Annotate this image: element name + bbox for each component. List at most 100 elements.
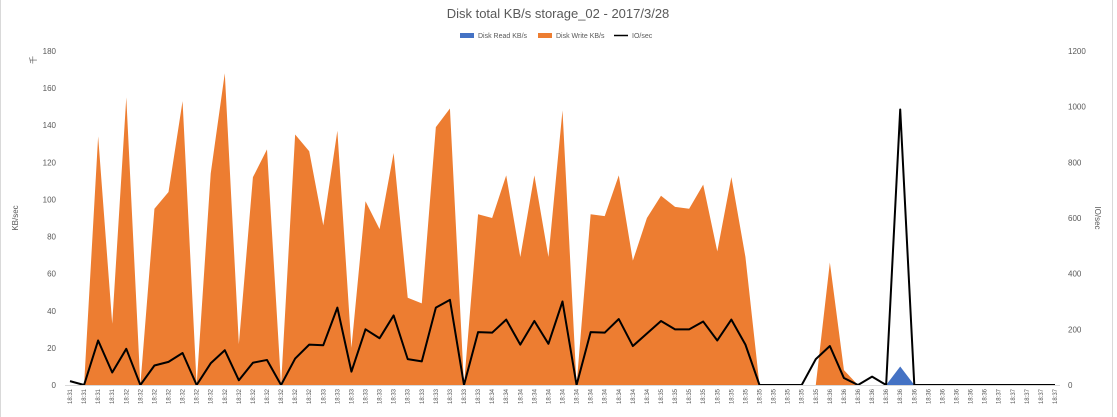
right-tick-label: 200	[1068, 325, 1082, 334]
left-tick-label: 80	[47, 233, 56, 242]
x-tick-label: 18:33	[434, 388, 440, 404]
right-tick-label: 600	[1068, 214, 1082, 223]
legend-label-disk-read: Disk Read KB/s	[478, 33, 528, 40]
legend: Disk Read KB/s Disk Write KB/s IO/sec	[460, 33, 653, 40]
x-tick-label: 18:33	[476, 388, 482, 404]
x-tick-label: 18:36	[828, 388, 834, 404]
x-tick-label: 18:36	[856, 388, 862, 404]
x-tick-label: 18:32	[307, 388, 313, 404]
series-layer	[69, 73, 1055, 386]
left-axis-label: KB/sec	[11, 205, 20, 230]
x-tick-label: 18:35	[743, 388, 749, 404]
legend-swatch-disk-read	[460, 33, 474, 38]
x-tick-label: 18:35	[814, 388, 820, 404]
x-tick-label: 18:36	[955, 388, 961, 404]
x-tick-label: 18:35	[772, 388, 778, 404]
x-tick-label: 18:32	[138, 388, 144, 404]
x-tick-label: 18:34	[546, 388, 552, 404]
left-tick-label: 60	[47, 270, 56, 279]
left-axis-unit: 千	[28, 56, 38, 64]
x-tick-label: 18:31	[68, 388, 74, 404]
left-tick-label: 20	[47, 344, 56, 353]
left-tick-label: 100	[43, 195, 57, 204]
right-tick-label: 1200	[1068, 47, 1086, 56]
x-tick-label: 18:35	[800, 388, 806, 404]
x-tick-label: 18:36	[940, 388, 946, 404]
x-tick-label: 18:32	[195, 388, 201, 404]
x-tick-label: 18:33	[420, 388, 426, 404]
x-tick-label: 18:36	[870, 388, 876, 404]
x-tick-label: 18:32	[237, 388, 243, 404]
x-tick-label: 18:32	[152, 388, 158, 404]
x-tick-label: 18:34	[617, 388, 623, 404]
x-tick-label: 18:31	[82, 388, 88, 404]
x-tick-label: 18:34	[532, 388, 538, 404]
x-tick-label: 18:36	[983, 388, 989, 404]
x-tick-label: 18:35	[687, 388, 693, 404]
right-axis-label: IO/sec	[1093, 206, 1102, 229]
x-tick-label: 18:36	[884, 388, 890, 404]
right-axis-ticks: 0 200 400 600 800 1000 1200	[1068, 47, 1086, 390]
left-axis-ticks: 0 20 40 60 80 100 120 140 160 180	[43, 47, 57, 390]
x-tick-label: 18:31	[110, 388, 116, 404]
x-tick-label: 18:33	[349, 388, 355, 404]
x-tick-label: 18:32	[167, 388, 173, 404]
x-tick-label: 18:34	[518, 388, 524, 404]
io-sec-line	[69, 108, 1055, 386]
x-tick-label: 18:33	[406, 388, 412, 404]
right-tick-label: 0	[1068, 381, 1073, 390]
x-tick-label: 18:36	[912, 388, 918, 404]
legend-swatch-disk-write	[538, 33, 552, 38]
x-tick-label: 18:35	[729, 388, 735, 404]
x-tick-label: 18:32	[293, 388, 299, 404]
x-tick-label: 18:33	[448, 388, 454, 404]
x-tick-label: 18:36	[898, 388, 904, 404]
x-tick-label: 18:32	[251, 388, 257, 404]
x-tick-label: 18:34	[504, 388, 510, 404]
x-tick-label: 18:32	[124, 388, 130, 404]
legend-label-disk-write: Disk Write KB/s	[556, 33, 605, 40]
x-tick-label: 18:32	[209, 388, 215, 404]
x-tick-label: 18:35	[701, 388, 707, 404]
left-tick-label: 140	[43, 121, 57, 130]
x-tick-label: 18:34	[589, 388, 595, 404]
left-tick-label: 0	[52, 381, 57, 390]
x-tick-label: 18:33	[321, 388, 327, 404]
x-axis-ticks: 18:31 18:31 18:31 18:31 18:32 18:32 18:32 18:32…	[68, 388, 1059, 404]
x-tick-label: 18:35	[758, 388, 764, 404]
x-tick-label: 18:35	[659, 388, 665, 404]
x-tick-label: 18:32	[181, 388, 187, 404]
disk-write-area	[70, 73, 1055, 386]
left-tick-label: 180	[43, 47, 57, 56]
x-tick-label: 18:37	[1039, 388, 1045, 404]
x-tick-label: 18:36	[969, 388, 975, 404]
x-tick-label: 18:32	[265, 388, 271, 404]
x-tick-label: 18:31	[96, 388, 102, 404]
x-tick-label: 18:37	[997, 388, 1003, 404]
x-tick-label: 18:32	[279, 388, 285, 404]
x-tick-label: 18:33	[392, 388, 398, 404]
x-tick-label: 18:34	[561, 388, 567, 404]
x-tick-label: 18:37	[1025, 388, 1031, 404]
x-tick-label: 18:36	[926, 388, 932, 404]
x-tick-label: 18:35	[673, 388, 679, 404]
x-tick-label: 18:32	[223, 388, 229, 404]
right-tick-label: 1000	[1068, 103, 1086, 112]
left-tick-label: 160	[43, 84, 57, 93]
x-tick-label: 18:35	[786, 388, 792, 404]
x-tick-label: 18:34	[631, 388, 637, 404]
left-tick-label: 40	[47, 307, 56, 316]
x-tick-label: 18:34	[490, 388, 496, 404]
x-tick-label: 18:34	[645, 388, 651, 404]
legend-label-io: IO/sec	[632, 33, 653, 40]
right-tick-label: 800	[1068, 158, 1082, 167]
left-window-edge	[0, 0, 1, 417]
x-tick-label: 18:35	[715, 388, 721, 404]
x-tick-label: 18:34	[603, 388, 609, 404]
chart-title: Disk total KB/s storage_02 - 2017/3/28	[447, 6, 670, 21]
x-tick-label: 18:33	[462, 388, 468, 404]
x-tick-label: 18:37	[1053, 388, 1059, 404]
x-tick-label: 18:33	[378, 388, 384, 404]
left-tick-label: 120	[43, 158, 57, 167]
